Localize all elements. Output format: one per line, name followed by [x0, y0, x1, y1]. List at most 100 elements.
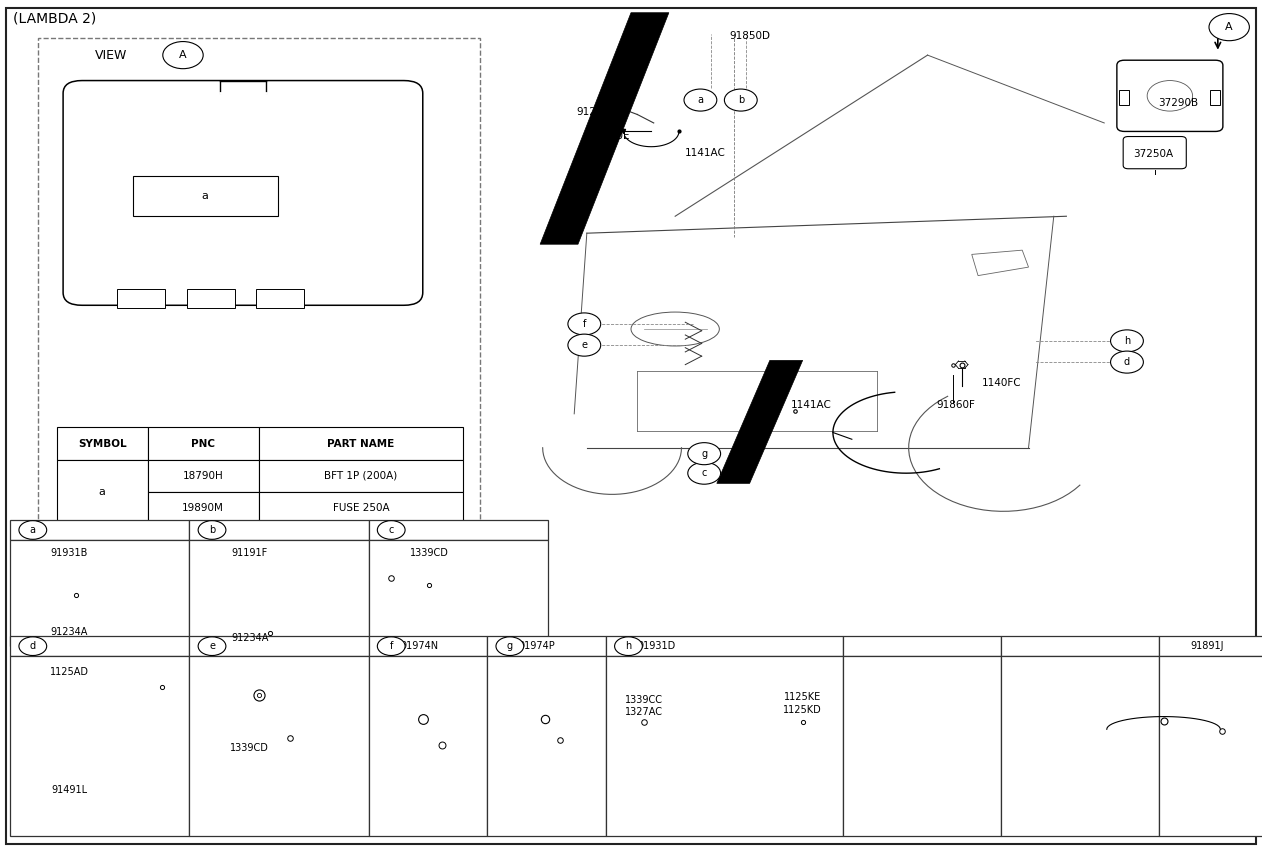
Text: 91491L: 91491L	[52, 785, 87, 795]
FancyBboxPatch shape	[1123, 137, 1186, 169]
Bar	[148, 427, 259, 460]
Text: b: b	[738, 95, 743, 105]
Text: a: a	[698, 95, 703, 105]
Bar	[10, 540, 189, 646]
Text: c: c	[389, 525, 394, 535]
Text: A: A	[179, 50, 187, 60]
Text: 91974P: 91974P	[519, 641, 555, 651]
Bar	[1210, 90, 1220, 105]
Circle shape	[688, 443, 721, 465]
Circle shape	[684, 89, 717, 111]
FancyBboxPatch shape	[1117, 60, 1223, 131]
Text: d: d	[1124, 357, 1129, 367]
Circle shape	[1147, 81, 1193, 111]
Text: A: A	[1225, 22, 1233, 32]
Bar	[1001, 636, 1159, 656]
Text: 91850D: 91850D	[729, 31, 770, 41]
Bar	[10, 636, 189, 656]
Circle shape	[19, 521, 47, 539]
Bar	[189, 656, 369, 836]
Bar	[369, 540, 548, 646]
Bar	[189, 520, 369, 540]
Circle shape	[19, 637, 47, 656]
Text: 37250A: 37250A	[1133, 149, 1174, 159]
Bar	[117, 289, 165, 308]
Bar	[259, 427, 463, 460]
Text: f: f	[583, 319, 586, 329]
Circle shape	[198, 637, 226, 656]
Text: 91931D: 91931D	[637, 641, 675, 651]
Bar	[1159, 636, 1262, 656]
Bar	[487, 656, 606, 836]
Circle shape	[568, 313, 601, 335]
Text: g: g	[507, 641, 512, 651]
Bar	[38, 38, 480, 526]
Bar	[369, 520, 548, 540]
Text: a: a	[202, 191, 208, 201]
Text: h: h	[1124, 336, 1129, 346]
Text: 91234A: 91234A	[577, 107, 617, 117]
Text: VIEW: VIEW	[95, 48, 127, 62]
Circle shape	[568, 334, 601, 356]
Bar	[1119, 90, 1129, 105]
Text: h: h	[626, 641, 631, 651]
Text: 37290B: 37290B	[1159, 98, 1199, 109]
Bar	[187, 289, 235, 308]
Bar	[57, 460, 148, 524]
Circle shape	[1111, 351, 1143, 373]
Text: PART NAME: PART NAME	[327, 438, 395, 449]
Circle shape	[724, 89, 757, 111]
Bar	[606, 636, 843, 656]
Bar	[10, 656, 189, 836]
Bar	[606, 656, 843, 836]
Text: 1339CD: 1339CD	[410, 548, 448, 558]
Text: c: c	[702, 468, 707, 478]
Text: a: a	[30, 525, 35, 535]
Circle shape	[496, 637, 524, 656]
Circle shape	[198, 521, 226, 539]
Polygon shape	[717, 360, 803, 483]
Text: FUSE 250A: FUSE 250A	[333, 503, 389, 513]
Text: (LAMBDA 2): (LAMBDA 2)	[13, 12, 96, 25]
Bar	[259, 492, 463, 524]
Bar	[843, 636, 1001, 656]
Text: 18790H: 18790H	[183, 471, 223, 481]
Bar	[1001, 656, 1159, 836]
Polygon shape	[540, 13, 669, 244]
Text: 1125AD: 1125AD	[50, 667, 88, 677]
Bar	[148, 460, 259, 492]
Text: b: b	[209, 525, 215, 535]
Text: 91234A: 91234A	[231, 633, 269, 643]
Text: 91931B: 91931B	[50, 548, 88, 558]
Text: e: e	[582, 340, 587, 350]
Text: 1140FC: 1140FC	[982, 378, 1021, 388]
Text: 1339CC: 1339CC	[625, 695, 663, 705]
Text: PNC: PNC	[191, 438, 216, 449]
Circle shape	[615, 637, 642, 656]
Bar	[10, 520, 189, 540]
Circle shape	[1209, 14, 1249, 41]
Text: 19890M: 19890M	[182, 503, 225, 513]
Text: 1141AC: 1141AC	[685, 148, 726, 158]
Text: SYMBOL: SYMBOL	[78, 438, 126, 449]
Text: 91860E: 91860E	[591, 131, 630, 141]
Text: f: f	[390, 641, 392, 651]
Bar	[369, 636, 487, 656]
Circle shape	[163, 42, 203, 69]
Text: 91860F: 91860F	[936, 400, 976, 410]
Text: 91191F: 91191F	[232, 548, 268, 558]
Text: BFT 1P (200A): BFT 1P (200A)	[324, 471, 398, 481]
Bar	[1159, 656, 1262, 836]
Text: 1327AC: 1327AC	[625, 707, 663, 717]
Bar	[133, 176, 278, 216]
Text: 1141AC: 1141AC	[791, 400, 832, 410]
Bar	[256, 289, 304, 308]
Polygon shape	[972, 250, 1029, 276]
Bar	[189, 540, 369, 646]
Bar	[369, 656, 487, 836]
Text: 1125KE: 1125KE	[784, 692, 822, 702]
Bar	[189, 636, 369, 656]
Circle shape	[1111, 330, 1143, 352]
Text: 1339CD: 1339CD	[231, 743, 269, 753]
FancyBboxPatch shape	[63, 81, 423, 305]
